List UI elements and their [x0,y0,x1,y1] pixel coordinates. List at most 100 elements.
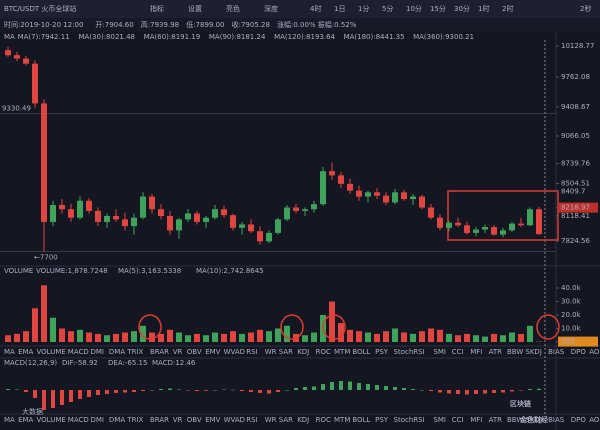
ma-item: MA(30):8021.48 [79,33,136,41]
indicator-tab[interactable]: PSY [375,416,389,424]
indicator-tab[interactable]: ATR [489,348,503,356]
indicator-tab[interactable]: DPO [571,348,587,356]
interval-tab[interactable]: 1日 [334,5,345,13]
indicator-tab[interactable]: DMA [109,416,125,424]
interval-tab[interactable]: 10分 [406,4,422,13]
indicator-tab[interactable]: EMV [205,348,220,356]
candle-body [518,223,524,226]
indicator-tab[interactable]: ROC [316,416,331,424]
indicator-tab[interactable]: CCI [452,416,464,424]
macd-bar [285,390,289,391]
indicator-tab[interactable]: ATR [489,416,503,424]
indicator-tab[interactable]: BBW [507,416,523,424]
indicator-tab[interactable]: SAR [279,348,293,356]
macd-bar [6,389,10,390]
indicator-tab[interactable]: BIAS [548,416,565,424]
indicator-tab[interactable]: DMI [91,348,105,356]
indicator-tab[interactable]: MFI [470,348,482,356]
indicator-tab[interactable]: KDJ [297,416,309,424]
indicator-tab[interactable]: KDJ [297,348,309,356]
macd-header: DIF:-58.92 [62,359,98,367]
indicator-tab[interactable]: WR [265,348,277,356]
macd-bar [402,388,406,390]
macd-bar [96,390,100,395]
indicator-tab[interactable]: VR [173,348,183,356]
indicator-tab[interactable]: DMI [91,416,105,424]
candle-body [437,217,443,228]
volume-bar [338,323,344,342]
volume-bar [275,328,281,342]
indicator-tab[interactable]: CCI [452,348,464,356]
interval-tab[interactable]: 1时 [478,4,489,13]
indicator-tab[interactable]: BOLL [352,348,370,356]
indicator-tab[interactable]: BRAR [150,416,169,424]
indicator-tab[interactable]: VOLUME [37,416,66,424]
indicator-tab[interactable]: DMA [109,348,125,356]
indicator-tab[interactable]: RSI [246,416,257,424]
indicator-tab[interactable]: PSY [375,348,389,356]
interval-tab[interactable]: 15分 [430,4,446,13]
toolbar-button[interactable]: 深度 [264,4,278,13]
price-tick-label: 8218.97 [561,204,590,212]
indicator-tab[interactable]: BBW [507,348,523,356]
indicator-tab[interactable]: SMI [433,416,446,424]
indicator-tab[interactable]: WVAD [224,416,245,424]
indicator-tab[interactable]: MTM [334,348,350,356]
indicator-tab[interactable]: SKDJ [525,348,542,356]
indicator-tab[interactable]: EMV [205,416,220,424]
volume-bar [464,333,470,342]
toolbar-button[interactable]: 设置 [188,4,202,13]
interval-tab[interactable]: 5分 [382,4,393,13]
price-tick-label: 8739.76 [561,160,590,168]
indicator-tab[interactable]: BIAS [548,348,565,356]
indicator-tab[interactable]: MACD [68,416,89,424]
indicator-tab[interactable]: TRIX [126,348,143,356]
indicator-tab[interactable]: SAR [279,416,293,424]
indicator-tab[interactable]: VR [173,416,183,424]
interval-tab[interactable]: 2时 [502,4,513,13]
indicator-tab[interactable]: RSI [246,348,257,356]
indicator-tab[interactable]: SKDJ [525,416,542,424]
indicator-tab[interactable]: EMA [18,348,33,356]
interval-tab[interactable]: 30分 [454,4,470,13]
indicator-tab[interactable]: MFI [470,416,482,424]
indicator-tab[interactable]: AO [589,348,600,356]
macd-bar [213,390,217,391]
indicator-tab[interactable]: EMA [18,416,33,424]
indicator-tab[interactable]: StochRSI [394,416,425,424]
interval-tab[interactable]: 1分 [358,4,369,13]
volume-bar [347,329,353,342]
indicator-tab[interactable]: WVAD [224,348,245,356]
indicator-tab[interactable]: TRIX [126,416,143,424]
volume-bar [221,333,227,342]
macd-bar [501,390,505,393]
toolbar-button[interactable]: 指标 [150,4,164,13]
macd-bar [276,390,280,392]
indicator-tab[interactable]: OBV [187,416,202,424]
volume-bar [419,331,425,342]
indicator-tab[interactable]: StochRSI [394,348,425,356]
indicator-tab[interactable]: MTM [334,416,350,424]
candle-body [464,225,470,233]
toolbar-button[interactable]: 亮色 [226,4,240,13]
indicator-tab[interactable]: BOLL [352,416,370,424]
indicator-tab[interactable]: AO [589,416,600,424]
indicator-tab[interactable]: VOLUME [37,348,66,356]
info-item: 低:7899.00 [186,20,224,29]
interval-tab[interactable]: 4时 [310,4,321,13]
volume-bar [5,335,11,342]
refresh-label[interactable]: 2秒 [580,4,591,13]
indicator-tab[interactable]: OBV [187,348,202,356]
indicator-tab[interactable]: MA [4,348,15,356]
indicator-tab[interactable]: BRAR [150,348,169,356]
indicator-tab[interactable]: DPO [571,416,587,424]
highlight-box [447,190,559,241]
indicator-tab[interactable]: SMI [433,348,446,356]
indicator-tab[interactable]: ROC [316,348,331,356]
indicator-tab[interactable]: MA [4,416,15,424]
candle-body [383,195,389,203]
indicator-tab[interactable]: MACD [68,348,89,356]
indicator-tab[interactable]: WR [265,416,277,424]
candle-body [473,229,479,233]
volume-bar [401,332,407,342]
